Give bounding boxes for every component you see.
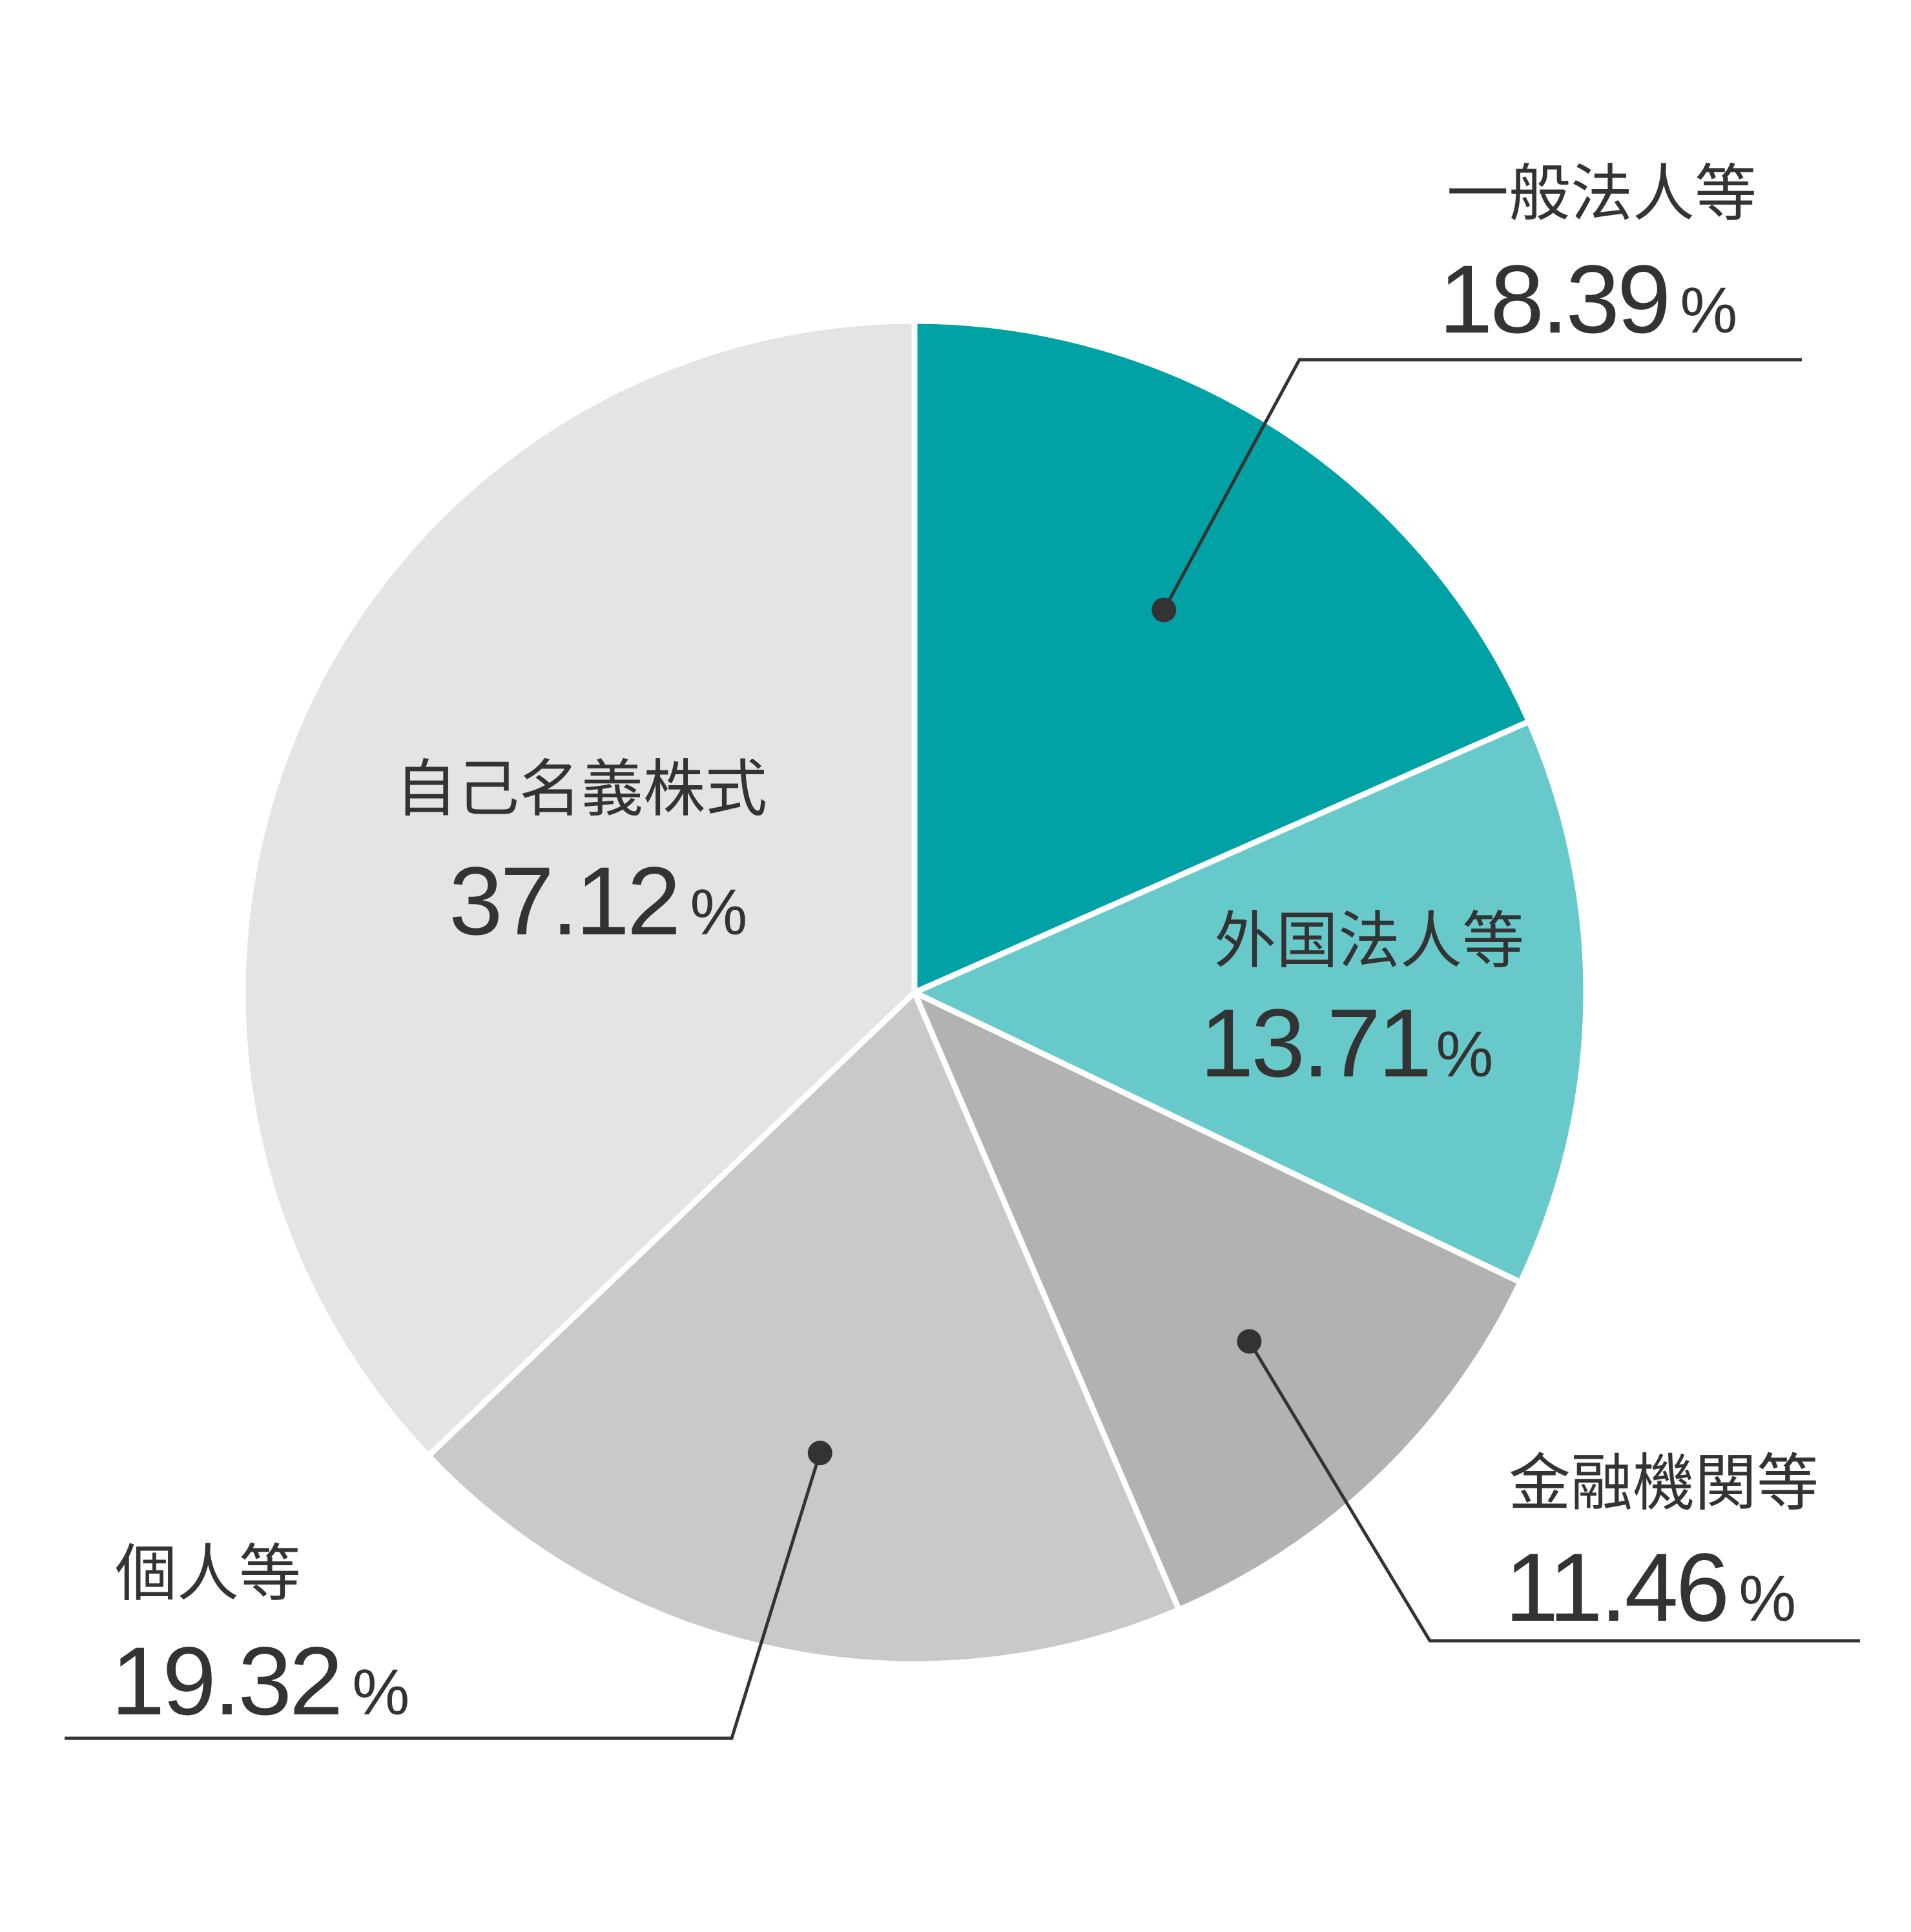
label-treasury-stock: 自己名義株式 37.12%: [395, 755, 767, 955]
slice-foreign-corporations: [911, 718, 1589, 1286]
label-financial-institutions: 金融機関等 11.46%: [1505, 1449, 1819, 1641]
slice-label-name: 個人等: [115, 1539, 301, 1608]
slice-label-value: 37.12%: [449, 847, 747, 955]
pie-slices: [240, 318, 1589, 1667]
slice-label-name: 自己名義株式: [395, 755, 767, 824]
leader-anchor-dot: [807, 1441, 832, 1466]
slice-general-corporations: [911, 318, 1533, 996]
leader-anchor-dot: [1237, 1329, 1262, 1354]
slice-treasury-stock: [240, 318, 918, 1459]
label-individuals: 個人等 19.32%: [111, 1539, 409, 1735]
leader-line: [1248, 1341, 1860, 1643]
leader-line: [1162, 358, 1802, 611]
slice-label-name: 一般法人等: [1447, 159, 1757, 229]
leader-anchor-dot: [1152, 597, 1177, 622]
slice-financial-institutions: [911, 989, 1524, 1613]
slice-individuals: [425, 989, 1182, 1667]
slice-label-name: 金融機関等: [1509, 1449, 1819, 1518]
label-general-corporations: 一般法人等 18.39%: [1439, 159, 1757, 353]
label-foreign-corporations: 外国法人等 13.71%: [1200, 907, 1524, 1097]
slice-label-value: 11.46%: [1505, 1533, 1796, 1641]
slice-label-value: 19.32%: [111, 1627, 409, 1735]
slice-label-value: 13.71%: [1200, 989, 1493, 1097]
leader-lines: [65, 358, 1860, 1740]
slice-label-value: 18.39%: [1439, 245, 1737, 353]
slice-label-name: 外国法人等: [1214, 907, 1524, 976]
leader-line: [65, 1452, 822, 1740]
